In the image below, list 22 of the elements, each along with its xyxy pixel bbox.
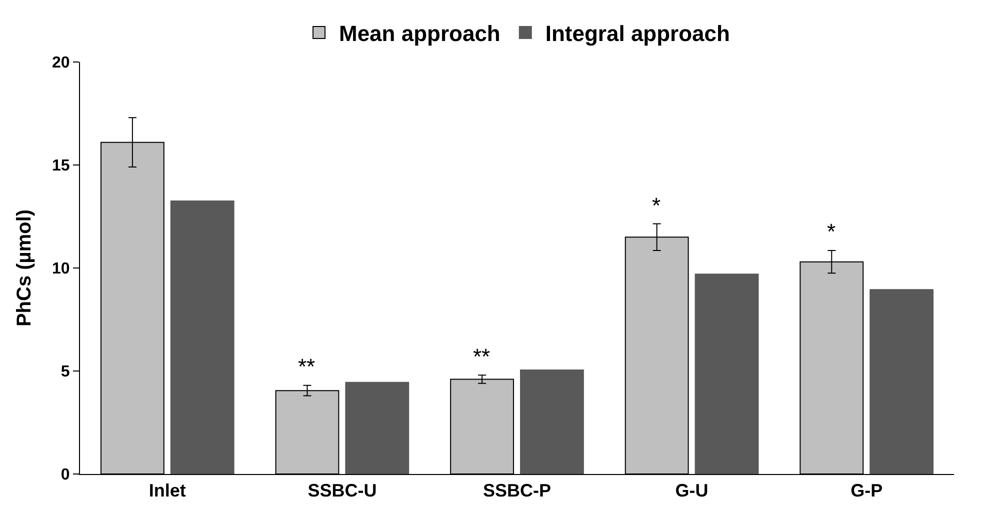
- bar: [694, 274, 759, 474]
- annotation: **: [473, 344, 491, 369]
- y-tick-label: 15: [52, 158, 70, 175]
- y-tick-label: 20: [52, 54, 70, 72]
- x-tick-label: G-P: [850, 480, 883, 501]
- annotation: **: [298, 354, 316, 379]
- y-tick-label: 5: [60, 364, 70, 381]
- y-axis-title: PhCs (µmol): [14, 209, 36, 327]
- annotation: *: [652, 193, 661, 218]
- x-tick-label: Inlet: [148, 480, 186, 501]
- bar: [345, 382, 410, 474]
- x-tick-label: SSBC-P: [482, 480, 552, 501]
- x-tick-label: SSBC-U: [308, 480, 377, 501]
- legend-label: Integral approach: [545, 21, 730, 46]
- bar: [520, 369, 584, 474]
- annotation: *: [827, 219, 836, 244]
- y-tick-label: 0: [60, 466, 70, 484]
- x-tick-label: G-U: [675, 480, 708, 501]
- bar: [870, 289, 934, 474]
- bar: [170, 200, 234, 474]
- y-tick-label: 10: [52, 260, 70, 278]
- legend-label: Mean approach: [339, 21, 500, 46]
